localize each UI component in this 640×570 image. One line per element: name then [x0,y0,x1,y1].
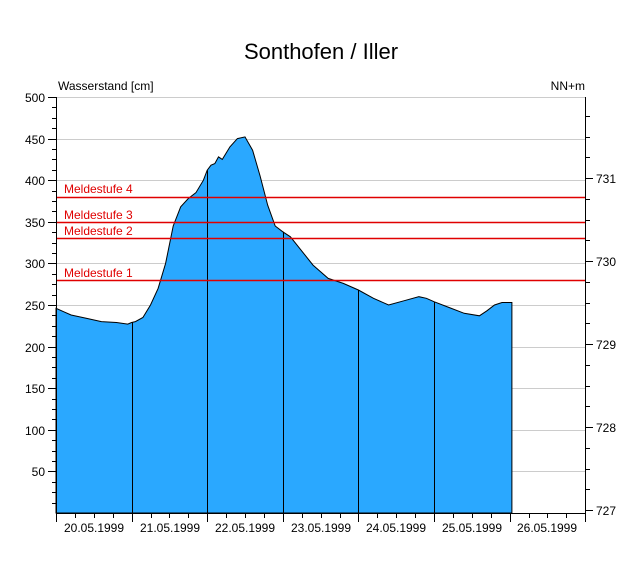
chart-title: Sonthofen / Iller [244,39,398,64]
y-axis-right [585,97,593,520]
y-tick-200: 200 [25,341,45,355]
threshold-label-4: Meldestufe 4 [64,182,133,196]
y-right-tick-729: 729 [596,338,616,352]
x-axis-ticks: 20.05.1999 21.05.1999 22.05.1999 23.05.1… [64,521,577,535]
y-axis-label-left: Wasserstand [cm] [58,79,154,93]
y-tick-100: 100 [25,424,45,438]
y-tick-500: 500 [25,91,45,105]
y-right-tick-727: 727 [596,504,616,518]
y-axis-label-right: NN+m [551,79,585,93]
x-tick-24-05-1999: 24.05.1999 [366,521,426,535]
day-separators [132,170,435,513]
threshold-label-3: Meldestufe 3 [64,208,133,222]
threshold-label-1: Meldestufe 1 [64,266,133,280]
x-tick-25-05-1999: 25.05.1999 [442,521,502,535]
y-tick-150: 150 [25,382,45,396]
y-right-tick-731: 731 [596,172,616,186]
y-right-tick-728: 728 [596,421,616,435]
y-tick-250: 250 [25,299,45,313]
x-tick-22-05-1999: 22.05.1999 [215,521,275,535]
x-tick-20-05-1999: 20.05.1999 [64,521,124,535]
y-tick-450: 450 [25,133,45,147]
threshold-label-2: Meldestufe 2 [64,224,133,238]
x-axis [56,513,586,522]
y-tick-400: 400 [25,174,45,188]
x-tick-26-05-1999: 26.05.1999 [517,521,577,535]
y-right-tick-730: 730 [596,255,616,269]
y-tick-50: 50 [32,465,46,479]
x-tick-21-05-1999: 21.05.1999 [140,521,200,535]
x-tick-23-05-1999: 23.05.1999 [291,521,351,535]
y-tick-350: 350 [25,216,45,230]
threshold-lines [56,196,585,282]
y-axis-right-ticks: 731 730 729 728 727 [596,172,616,518]
y-axis-left-ticks: 500 450 400 350 300 250 200 150 100 50 [25,91,45,479]
y-axis-left [48,97,57,520]
y-tick-300: 300 [25,257,45,271]
